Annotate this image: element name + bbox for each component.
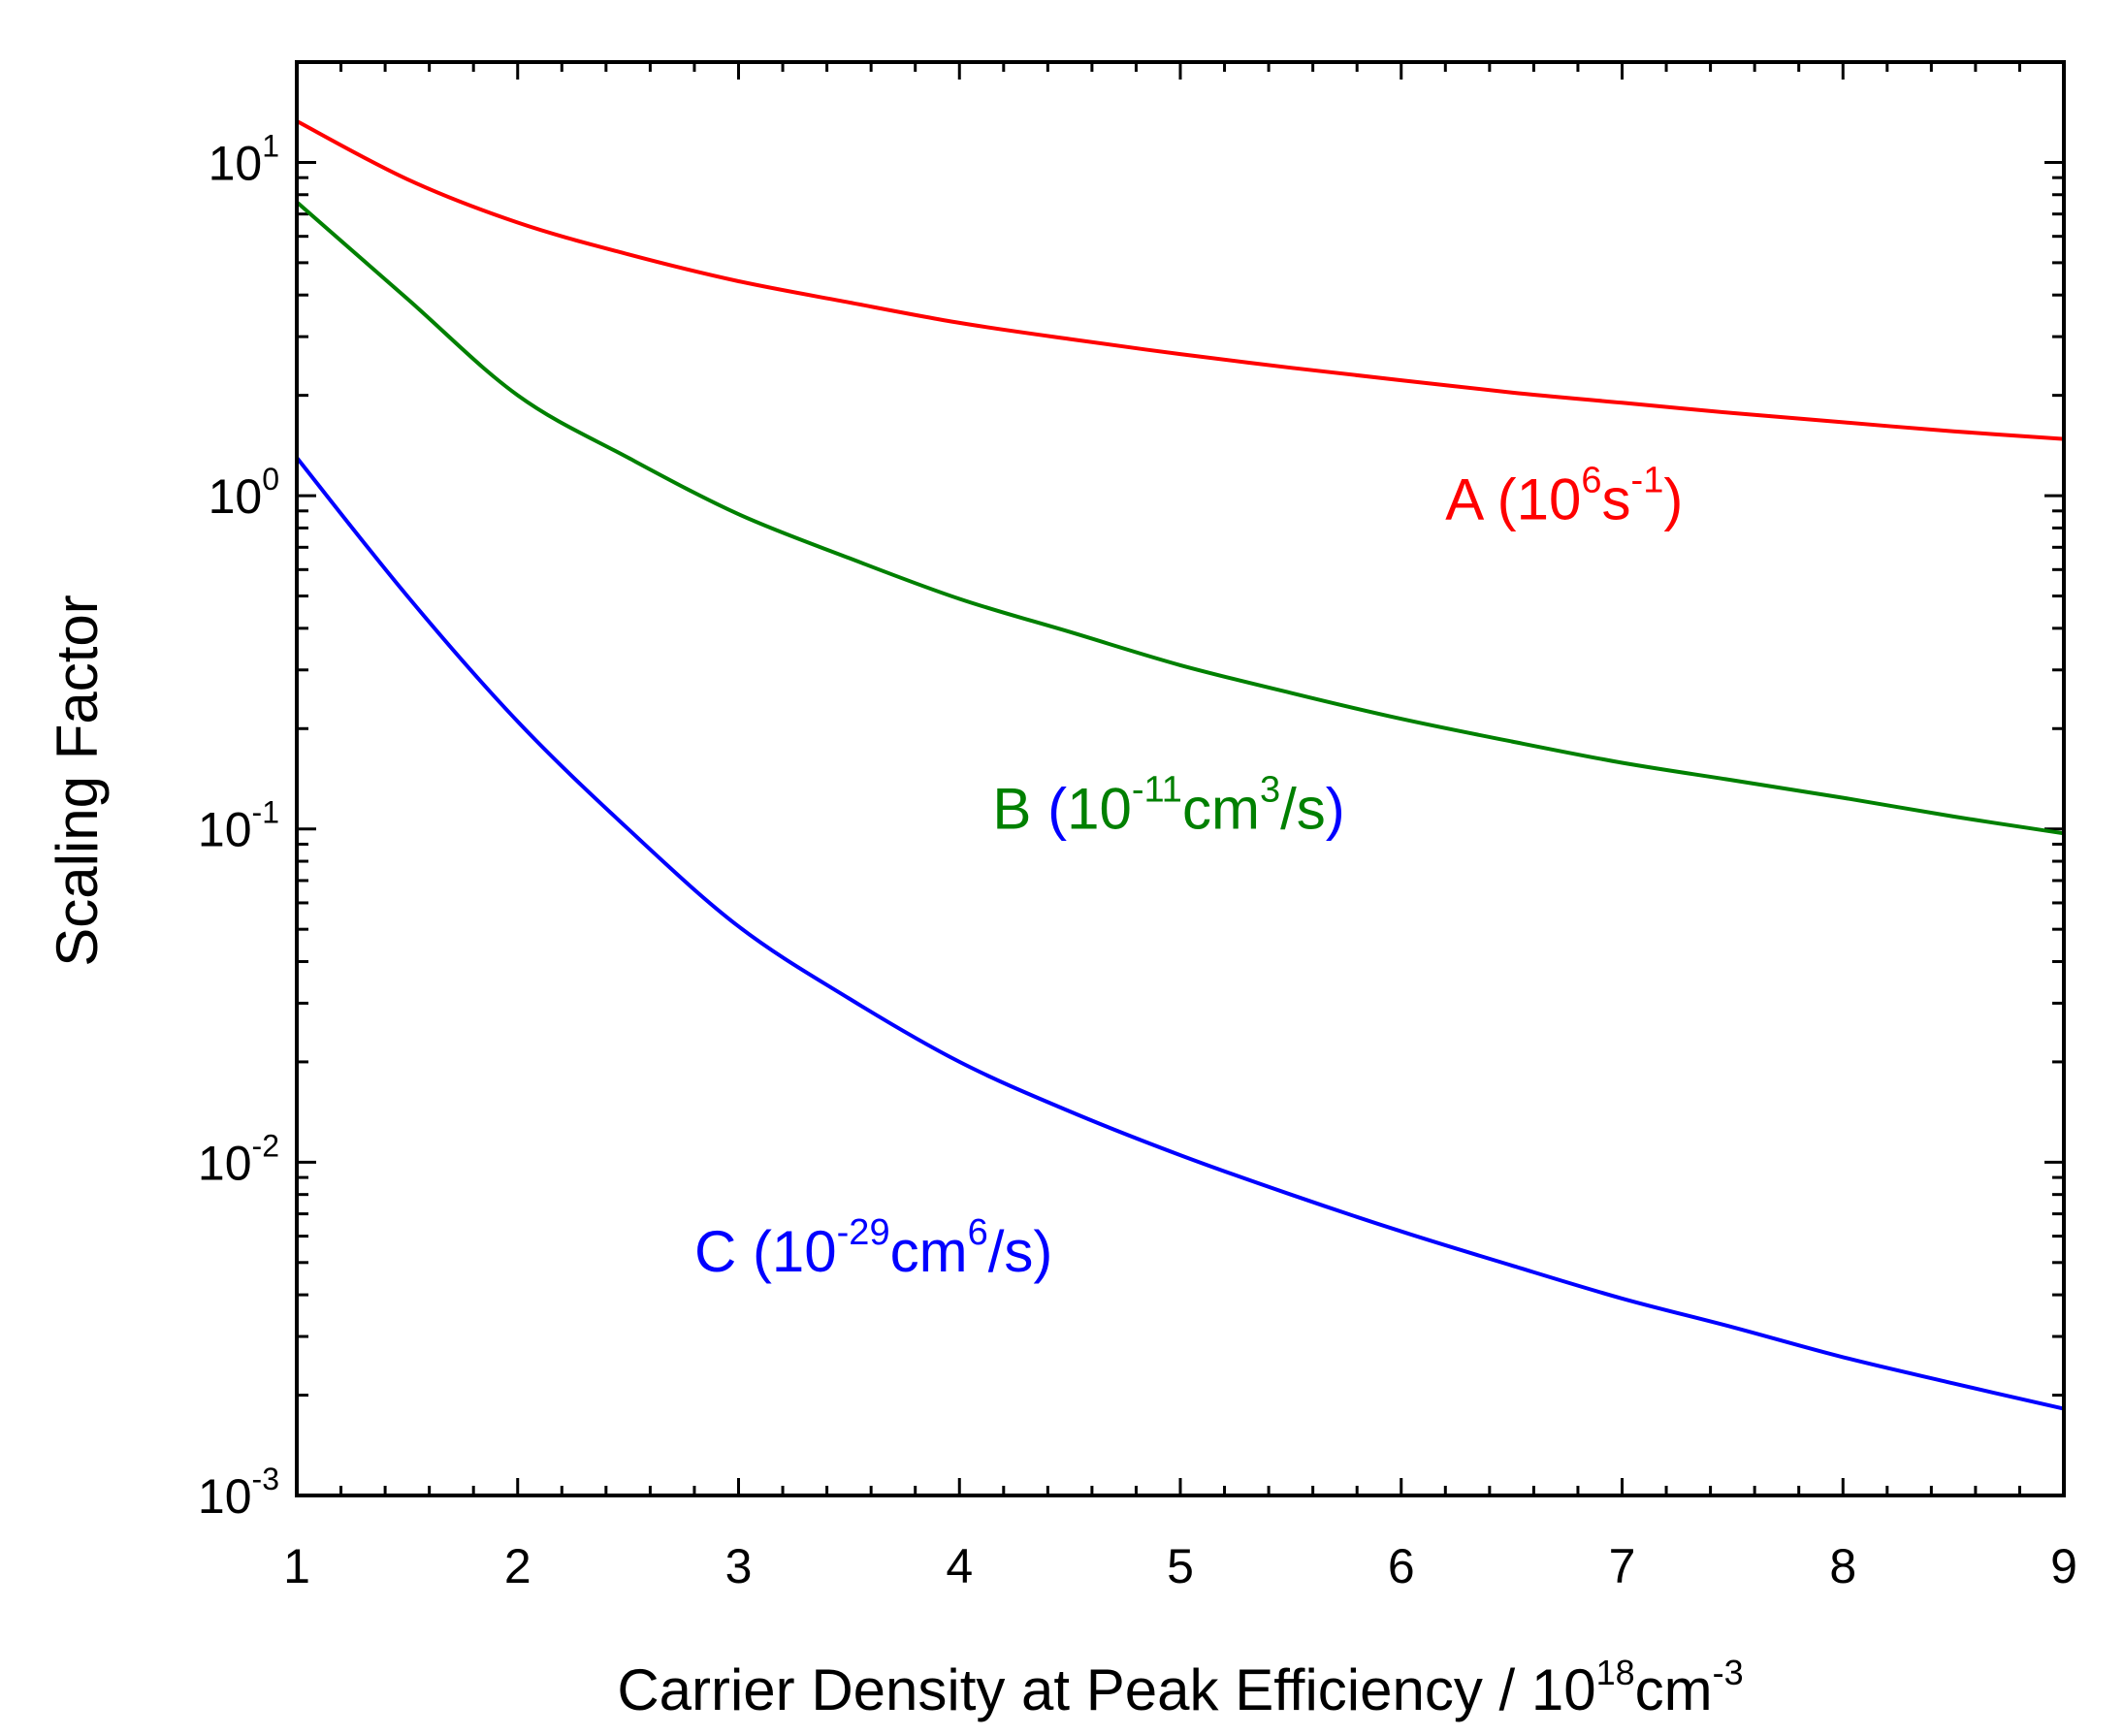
series-label-part: s: [1602, 466, 1631, 531]
series-label-part: -29: [837, 1212, 890, 1253]
x-tick-labels: 1 2 3 4 5 6 7 8 9: [283, 1539, 2077, 1593]
series-label-part: 6: [1581, 460, 1601, 500]
y-tick-base: 10: [198, 803, 252, 857]
y-tick-label: 10-1: [198, 795, 279, 857]
x-axis-label-main: Carrier Density at Peak Efficiency / 10: [617, 1657, 1595, 1722]
x-axis-label-exp2: -3: [1713, 1653, 1744, 1692]
series-b-line: [295, 200, 2065, 836]
x-tick-label: 4: [946, 1539, 973, 1593]
series-c-line: [295, 456, 2065, 1411]
series-b-label: B (10-11cm3/s): [992, 770, 1344, 842]
series-label-part: cm: [890, 1219, 968, 1284]
x-tick-label: 9: [2050, 1539, 2077, 1593]
y-tick-label: 101: [209, 128, 279, 190]
y-tick-exp: -3: [252, 1462, 279, 1496]
series-label-part: ): [1326, 777, 1345, 842]
series-label-part: A (10: [1445, 466, 1581, 531]
x-tick-label: 7: [1609, 1539, 1636, 1593]
series-label-part: -1: [1631, 460, 1664, 500]
y-tick-base: 10: [209, 469, 263, 524]
x-axis-label-unit: cm: [1635, 1657, 1713, 1722]
series-label-part: 3: [1260, 770, 1280, 811]
series-labels: A (106s-1)B (10-11cm3/s)C (10-29cm6/s): [694, 460, 1683, 1284]
x-tick-label: 6: [1388, 1539, 1415, 1593]
series-label-part: (: [1047, 777, 1067, 842]
series-label-part: /s): [988, 1219, 1053, 1284]
x-tick-label: 1: [283, 1539, 310, 1593]
series-label-part: B: [992, 777, 1047, 842]
y-tick-exp: 1: [262, 128, 279, 163]
x-tick-label: 5: [1167, 1539, 1194, 1593]
y-tick-base: 10: [198, 1469, 252, 1524]
series-label-part: 10: [1067, 777, 1132, 842]
plot-frame: [295, 60, 2066, 1497]
y-axis-label: Scaling Factor: [45, 595, 110, 967]
series-label-part: -11: [1132, 770, 1182, 811]
y-tick-label: 10-3: [198, 1462, 279, 1524]
series-label-part: cm: [1182, 777, 1260, 842]
y-tick-label: 10-2: [198, 1128, 279, 1190]
series-a-label: A (106s-1): [1445, 460, 1683, 531]
y-tick-exp: 0: [262, 462, 279, 497]
y-tick-label: 100: [209, 462, 279, 524]
x-axis-label-exp1: 18: [1596, 1653, 1635, 1692]
series-label-part: /s: [1280, 777, 1326, 842]
series-label-part: C (10: [694, 1219, 837, 1284]
x-tick-label: 2: [504, 1539, 531, 1593]
series-label-part: 6: [968, 1212, 988, 1253]
y-tick-base: 10: [198, 1136, 252, 1190]
x-tick-label: 3: [725, 1539, 753, 1593]
x-tick-label: 8: [1829, 1539, 1856, 1593]
series-label-part: ): [1663, 466, 1683, 531]
y-tick-base: 10: [209, 136, 263, 190]
y-tick-exp: -1: [252, 795, 279, 830]
series-lines: [295, 119, 2065, 1411]
y-tick-exp: -2: [252, 1128, 279, 1163]
series-c-label: C (10-29cm6/s): [694, 1212, 1052, 1284]
series-a-line: [296, 119, 2065, 441]
x-axis-label: Carrier Density at Peak Efficiency / 101…: [617, 1653, 1743, 1722]
